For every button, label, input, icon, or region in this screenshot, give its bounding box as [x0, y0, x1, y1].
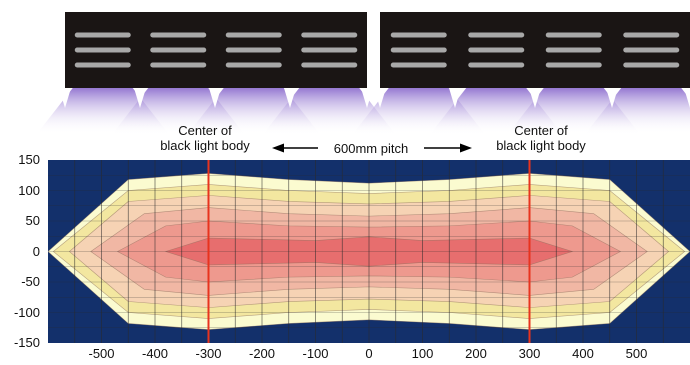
- glow-notch-3: [209, 88, 221, 108]
- y-tick-label: -100: [13, 304, 40, 320]
- y-tick-label: 0: [32, 243, 40, 259]
- glow-notch-9: [606, 88, 618, 108]
- lamp-1-tube-3-row-3: [225, 62, 282, 68]
- left-center-label-line1: Center of: [178, 123, 232, 138]
- glow-notch-10: [684, 88, 690, 108]
- pitch-arrows: [272, 143, 472, 153]
- lamp-1-tube-2-row-2: [150, 47, 207, 53]
- lamp-2-tube-3-row-2: [545, 47, 602, 53]
- y-tick-label: 150: [18, 152, 40, 167]
- y-tick-label: -150: [13, 335, 40, 350]
- lamp-1-tube-2-row-1: [150, 32, 207, 38]
- glow-notch-1: [59, 88, 71, 108]
- glow-notch-7: [449, 88, 461, 108]
- y-tick-label: -50: [21, 274, 40, 289]
- pitch-arrowhead-left: [272, 143, 284, 153]
- glow-notch-5: [361, 88, 373, 108]
- lamp-1-tube-4-row-2: [301, 47, 358, 53]
- right-center-label: Center of black light body: [471, 123, 611, 153]
- lamp-2-tube-2-row-2: [468, 47, 525, 53]
- plot-grid: [48, 160, 690, 343]
- glow-notch-6: [374, 88, 386, 108]
- lamp-1-tube-1-row-1: [74, 32, 131, 38]
- lamp-1-tube-4-row-1: [301, 32, 358, 38]
- lamp-2-tube-1-row-3: [390, 62, 447, 68]
- black-light-lamps: [65, 12, 690, 88]
- x-tick-label: -500: [88, 346, 115, 361]
- x-tick-label: 500: [625, 346, 648, 361]
- pitch-arrowhead-right: [460, 143, 472, 153]
- lamp-2-tube-3-row-1: [545, 32, 602, 38]
- lamp-2-tube-1-row-1: [390, 32, 447, 38]
- lamp-2-tube-3-row-3: [545, 62, 602, 68]
- glow-notch-2: [134, 88, 146, 108]
- x-tick-label: 300: [518, 346, 541, 361]
- lamp-1-tube-1-row-3: [74, 62, 131, 68]
- left-center-label: Center of black light body: [135, 123, 275, 153]
- lamp-1-tube-4-row-3: [301, 62, 358, 68]
- lamp-1-tube-2-row-3: [150, 62, 207, 68]
- lamp-2-tube-2-row-1: [468, 32, 525, 38]
- x-tick-label: 0: [365, 346, 373, 361]
- glow-notch-4: [284, 88, 296, 108]
- x-tick-label: -400: [141, 346, 169, 361]
- lamp-1-tube-1-row-2: [74, 47, 131, 53]
- x-tick-label: 400: [572, 346, 594, 361]
- x-tick-label: -300: [195, 346, 222, 361]
- y-tick-label: 50: [25, 213, 40, 228]
- left-center-label-line2: black light body: [160, 138, 250, 153]
- x-tick-label: -200: [248, 346, 276, 361]
- x-tick-label: 200: [465, 346, 487, 361]
- lamp-2-tube-4-row-2: [623, 47, 680, 53]
- right-center-label-line2: black light body: [496, 138, 586, 153]
- x-tick-label: 100: [411, 346, 434, 361]
- uv-glow-layer: [36, 88, 690, 134]
- right-center-label-line1: Center of: [514, 123, 568, 138]
- lamp-1-tube-3-row-2: [225, 47, 282, 53]
- y-tick-label: 100: [18, 182, 40, 198]
- lamp-2-tube-4-row-1: [623, 32, 680, 38]
- pitch-label: 600mm pitch: [333, 141, 409, 156]
- lamp-center-markers: [207, 160, 531, 343]
- lamp-1-tube-3-row-1: [225, 32, 282, 38]
- glow-notch-8: [529, 88, 541, 108]
- lamp-2-tube-1-row-2: [390, 47, 447, 53]
- x-tick-label: -100: [302, 346, 329, 361]
- uv-glow-2-4: [585, 88, 690, 134]
- lamp-2-tube-2-row-3: [468, 62, 525, 68]
- lamp-2-tube-4-row-3: [623, 62, 680, 68]
